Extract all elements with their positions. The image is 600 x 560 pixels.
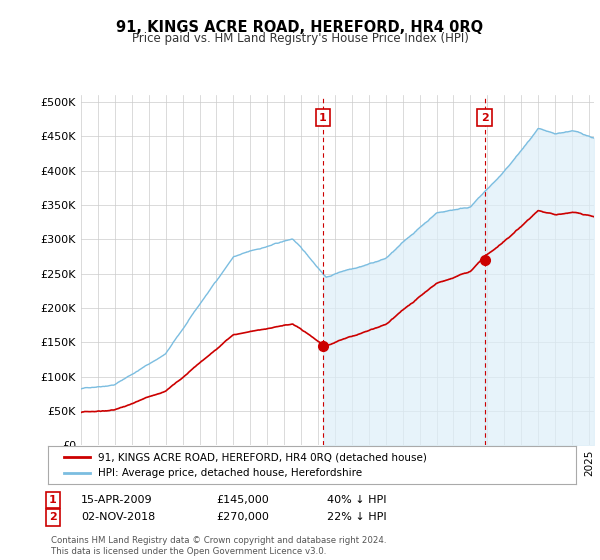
Legend: 91, KINGS ACRE ROAD, HEREFORD, HR4 0RQ (detached house), HPI: Average price, det: 91, KINGS ACRE ROAD, HEREFORD, HR4 0RQ (… (58, 447, 432, 483)
Text: 1: 1 (319, 113, 327, 123)
Text: £270,000: £270,000 (216, 512, 269, 522)
Text: 2: 2 (49, 512, 56, 522)
Text: 91, KINGS ACRE ROAD, HEREFORD, HR4 0RQ: 91, KINGS ACRE ROAD, HEREFORD, HR4 0RQ (116, 20, 484, 35)
Text: 1: 1 (49, 495, 56, 505)
Text: Price paid vs. HM Land Registry's House Price Index (HPI): Price paid vs. HM Land Registry's House … (131, 32, 469, 45)
Text: 02-NOV-2018: 02-NOV-2018 (81, 512, 155, 522)
Text: 15-APR-2009: 15-APR-2009 (81, 495, 152, 505)
Text: 22% ↓ HPI: 22% ↓ HPI (327, 512, 386, 522)
Text: Contains HM Land Registry data © Crown copyright and database right 2024.
This d: Contains HM Land Registry data © Crown c… (51, 536, 386, 556)
Text: £145,000: £145,000 (216, 495, 269, 505)
Text: 40% ↓ HPI: 40% ↓ HPI (327, 495, 386, 505)
Text: 2: 2 (481, 113, 488, 123)
